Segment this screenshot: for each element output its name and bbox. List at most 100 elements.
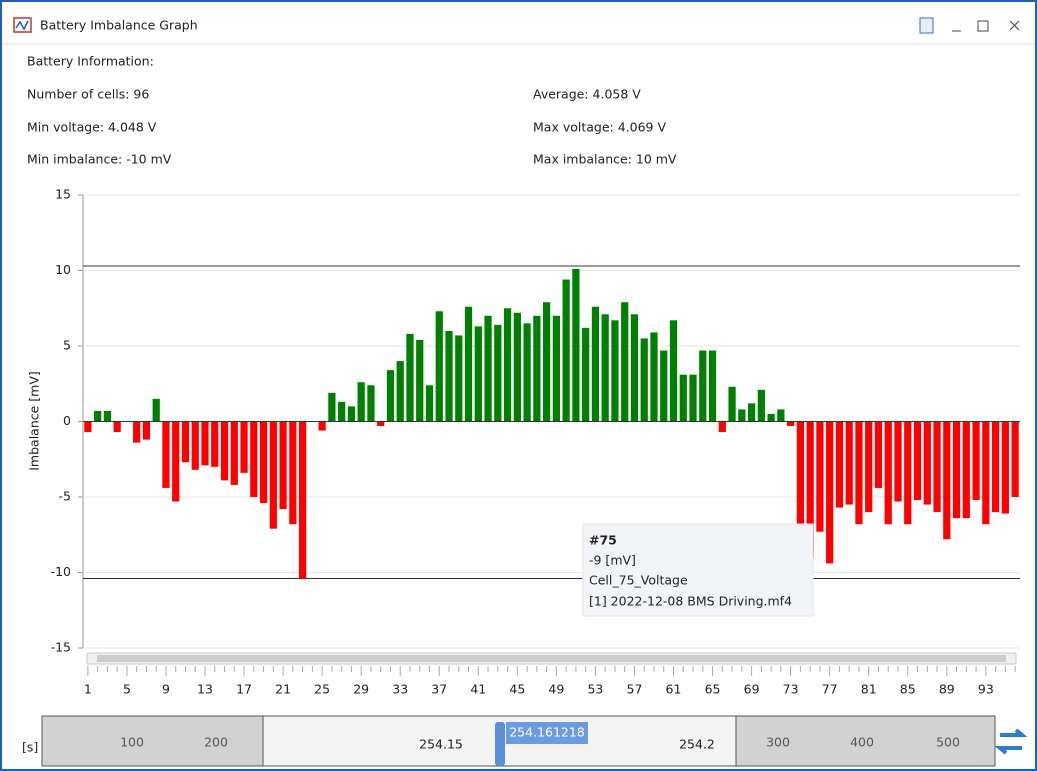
bar	[240, 421, 248, 473]
x-tick-label: 73	[783, 682, 799, 697]
bar	[874, 421, 883, 488]
bar	[230, 421, 238, 485]
tooltip-title: #75	[589, 533, 617, 548]
maximize-button[interactable]	[977, 20, 989, 32]
bar	[445, 330, 453, 422]
bar	[201, 421, 209, 466]
scrollbar-thumb[interactable]	[97, 655, 1006, 662]
bar	[923, 421, 931, 505]
bar	[630, 314, 639, 422]
bar	[806, 421, 814, 558]
tooltip-value: -9 [mV]	[589, 553, 636, 568]
bar	[406, 333, 414, 422]
y-tick-label: 0	[63, 413, 71, 428]
bar	[787, 421, 795, 427]
x-tick-label: 13	[197, 682, 213, 697]
bar	[416, 339, 424, 422]
tooltip-box	[582, 523, 814, 617]
bar	[718, 421, 726, 433]
timeline-cursor[interactable]	[495, 722, 505, 766]
bar	[503, 308, 512, 422]
bar	[728, 386, 736, 422]
bar	[582, 327, 590, 422]
x-tick-label: 25	[314, 682, 330, 697]
bar	[191, 421, 199, 470]
x-tick-label: 89	[939, 682, 955, 697]
bar	[952, 421, 961, 519]
bar	[572, 268, 580, 422]
bar	[318, 421, 326, 431]
close-button[interactable]	[1009, 20, 1020, 31]
pin-button[interactable]	[919, 17, 934, 34]
x-tick-label: 61	[666, 682, 682, 697]
bar	[991, 421, 1000, 513]
bar	[845, 421, 853, 505]
bar	[455, 335, 463, 422]
info-average: Average: 4.058 V	[533, 87, 641, 102]
timeline-left-zone	[41, 715, 264, 767]
bar	[679, 374, 687, 422]
bar	[611, 320, 619, 422]
x-tick-label: 1	[84, 682, 92, 697]
bar	[835, 421, 844, 508]
bar	[816, 421, 824, 532]
bar	[699, 350, 707, 422]
x-tick-label: 9	[162, 682, 170, 697]
bar	[484, 315, 492, 422]
timeline-right-zone	[735, 715, 996, 767]
bar	[1011, 421, 1019, 497]
bar	[913, 421, 922, 501]
info-min-voltage: Min voltage: 4.048 V	[27, 120, 157, 135]
bar	[152, 398, 160, 422]
bar	[904, 421, 912, 525]
bar	[425, 385, 434, 422]
bar	[396, 361, 404, 422]
x-tick-label: 17	[236, 682, 252, 697]
bar	[347, 406, 356, 422]
bar	[747, 403, 756, 422]
x-tick-label: 41	[470, 682, 486, 697]
timeline-label: 300	[766, 735, 790, 750]
bar	[865, 421, 873, 513]
bar	[689, 374, 697, 422]
x-tick-label: 45	[509, 682, 525, 697]
x-tick-label: 77	[822, 682, 838, 697]
bar	[621, 302, 629, 422]
bar	[279, 421, 287, 510]
bar	[562, 279, 570, 422]
bar	[435, 311, 443, 422]
x-tick-label: 29	[353, 682, 369, 697]
bar	[181, 421, 190, 463]
y-tick-label: 15	[55, 187, 71, 202]
bar	[494, 324, 502, 422]
bar	[943, 421, 951, 540]
bar	[377, 421, 385, 427]
bar	[660, 350, 668, 422]
tooltip-signal: Cell_75_Voltage	[589, 573, 688, 588]
info-min-imbalance: Min imbalance: -10 mV	[27, 152, 172, 167]
bar	[211, 421, 219, 467]
bar	[113, 421, 121, 433]
y-tick-label: -10	[51, 564, 71, 579]
bar	[826, 421, 834, 564]
bar	[133, 421, 141, 443]
bar	[103, 410, 112, 422]
bar	[962, 421, 970, 519]
bar	[972, 421, 980, 501]
y-axis-label: Imbalance [mV]	[27, 371, 42, 471]
timeline-cursor-label-box	[506, 722, 588, 744]
sync-button[interactable]	[994, 728, 1028, 755]
info-cells: Number of cells: 96	[27, 87, 149, 102]
bar	[142, 421, 151, 440]
bar	[328, 392, 336, 422]
info-max-voltage: Max voltage: 4.069 V	[533, 120, 666, 135]
bar	[796, 421, 805, 525]
bar	[474, 326, 482, 422]
x-tick-label: 33	[392, 682, 408, 697]
bar	[338, 401, 346, 422]
timeline-label: 254.2	[679, 737, 715, 752]
bar	[552, 315, 560, 422]
info-heading: Battery Information:	[27, 54, 154, 69]
bar	[650, 332, 658, 422]
